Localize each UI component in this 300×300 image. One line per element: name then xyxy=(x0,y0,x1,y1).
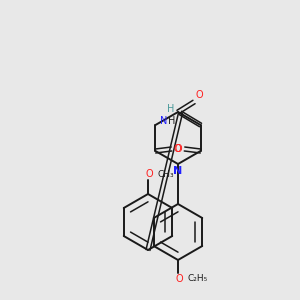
Text: CH₃: CH₃ xyxy=(158,170,175,179)
Text: O: O xyxy=(173,144,181,154)
Text: H: H xyxy=(169,116,176,126)
Text: O: O xyxy=(195,90,202,100)
Text: C₂H₅: C₂H₅ xyxy=(188,274,208,283)
Text: N: N xyxy=(173,166,183,176)
Text: O: O xyxy=(145,169,153,179)
Text: H: H xyxy=(167,104,175,114)
Text: O: O xyxy=(175,144,182,154)
Text: O: O xyxy=(175,274,183,284)
Text: N: N xyxy=(160,116,168,126)
